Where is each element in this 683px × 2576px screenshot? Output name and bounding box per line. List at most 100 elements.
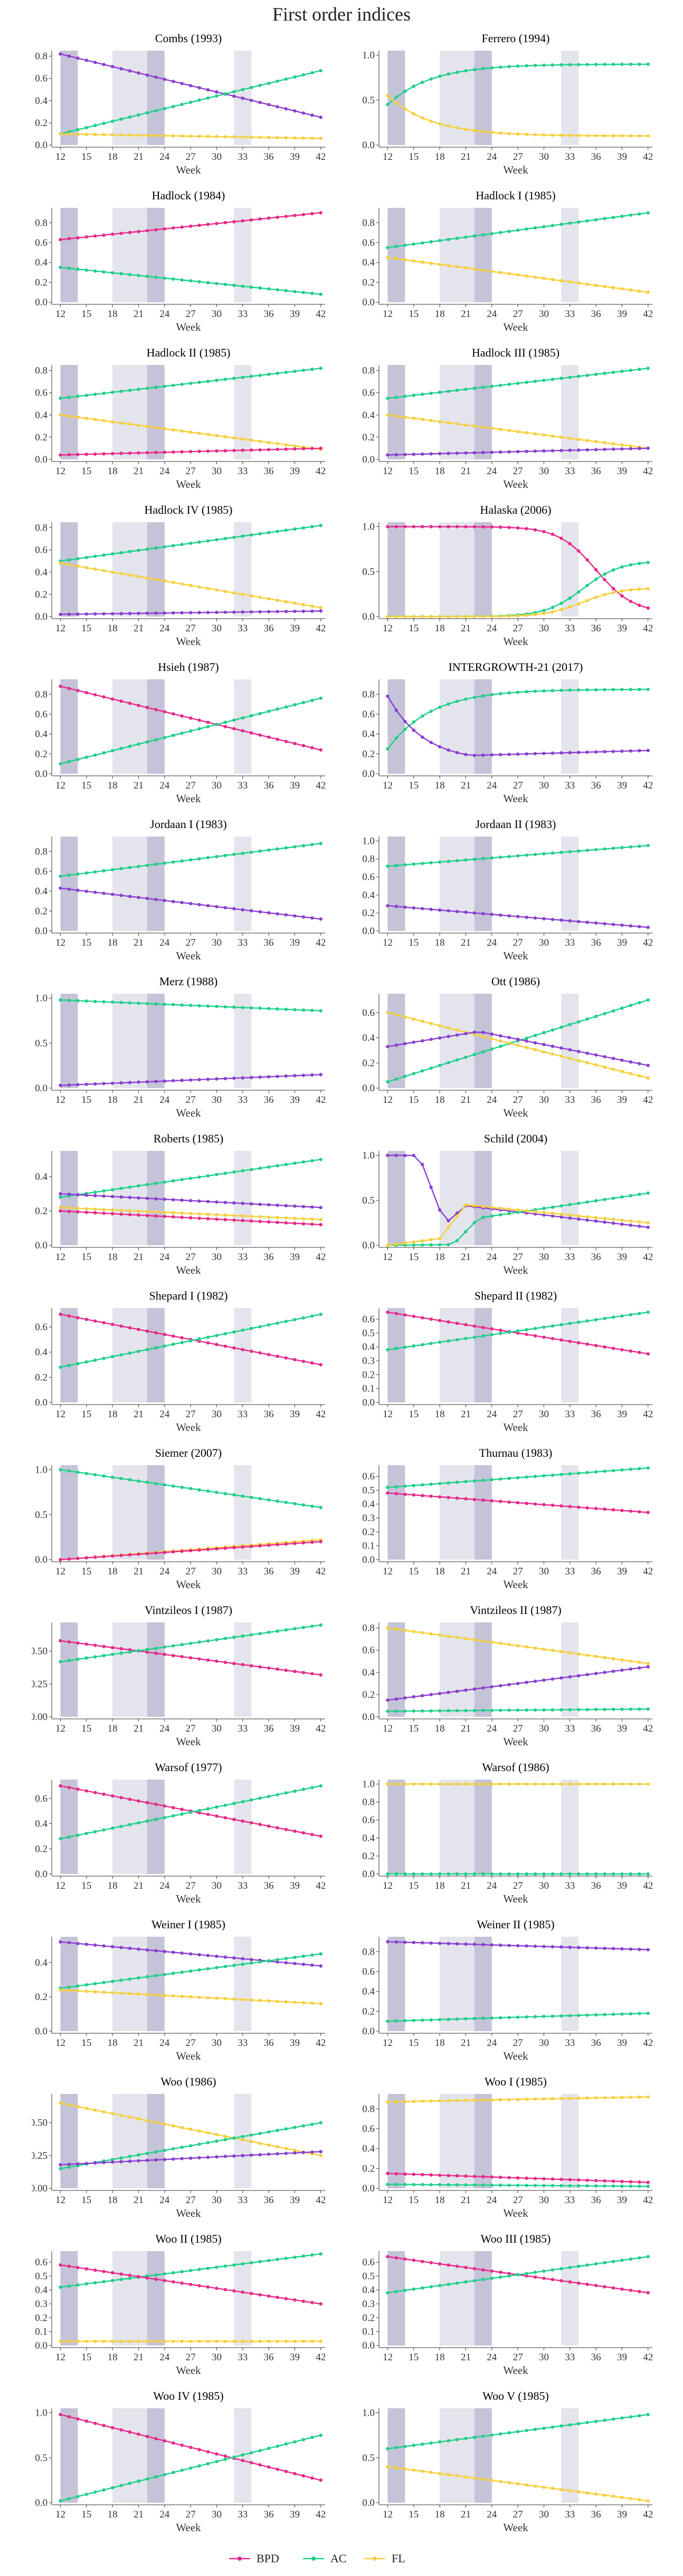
data-point [455,2474,459,2478]
data-point [516,1708,520,1712]
x-tick-label: 30 [539,2352,549,2363]
data-point [559,1708,563,1712]
data-point [93,123,97,128]
shaded-band [60,679,78,774]
chart-panel: Roberts (1985) 0.0 0.2 0.4 12 15 18 21 24 27 30 33 3… [32,1132,333,1282]
data-point [267,911,271,915]
data-point [464,451,468,455]
x-tick-label: 24 [487,780,497,791]
shaded-band [147,1308,165,1402]
data-point [223,449,227,453]
data-point [84,755,88,759]
data-point [559,2097,563,2100]
data-point [206,134,210,138]
data-point [84,1207,88,1210]
data-point [481,2183,485,2187]
data-point [620,369,624,373]
data-point [128,273,132,276]
data-point [455,2438,459,2442]
data-point [301,844,306,848]
data-point [284,1501,288,1504]
data-point [215,1005,219,1008]
y-tick-label: 0.0 [35,297,48,308]
data-point [276,371,279,375]
y-tick-label: 0.6 [362,2257,375,2268]
data-point [577,2013,581,2017]
x-tick-label: 33 [238,1723,248,1734]
y-tick-label: 0.2 [362,277,375,288]
data-point [172,1550,175,1554]
data-point [250,1202,253,1206]
y-tick-label: 0.4 [362,729,375,740]
data-point [620,594,624,598]
data-point [59,396,62,400]
data-point [102,2280,106,2284]
data-point [646,606,650,610]
data-point [638,1467,641,1470]
data-point [551,2097,555,2101]
data-point [403,1313,407,1317]
data-point [533,63,537,68]
data-point [490,450,494,454]
data-point [455,1239,459,1243]
data-point [481,1498,485,1502]
data-point [429,2285,433,2289]
x-tick-label: 42 [643,309,653,320]
data-point [137,2275,140,2279]
shaded-band [112,2408,147,2503]
data-point [232,1170,236,1174]
data-point [499,1708,502,1712]
data-point [197,1212,201,1216]
data-point [551,133,555,137]
data-point [638,1220,641,1224]
data-point [525,2015,528,2019]
panel-title: Woo I (1985) [485,2075,547,2088]
data-point [310,136,314,140]
data-point [310,843,314,847]
data-point [472,1782,477,1786]
data-point [76,2339,80,2343]
data-point [638,2498,641,2502]
x-tick-label: 21 [134,466,144,477]
data-point [594,134,598,138]
shaded-band [147,2408,165,2503]
data-point [447,237,450,242]
data-point [464,1229,468,1234]
data-point [154,1993,158,1997]
data-point [284,2297,288,2301]
data-point [403,2467,407,2471]
x-tick-label: 33 [238,1094,248,1106]
data-point [276,2152,279,2156]
data-point [585,1872,589,1876]
data-point [568,2280,572,2284]
data-point [646,1310,650,1314]
data-point [525,2176,528,2180]
data-point [533,432,537,436]
data-point [232,1330,236,1334]
data-point [507,614,511,618]
data-point [258,2131,262,2136]
data-point [611,587,615,591]
data-point [310,1672,314,1676]
x-tick-label: 30 [539,780,549,791]
data-point [611,568,615,572]
data-point [507,1476,511,1481]
data-point [421,614,424,619]
x-tick-label: 33 [238,937,248,948]
data-point [568,2265,572,2270]
data-point [206,1807,210,1811]
data-point [438,2284,442,2287]
data-point [110,1000,115,1004]
data-point [188,100,193,104]
data-point [638,1193,641,1196]
data-point [293,1161,297,1165]
data-point [110,892,115,896]
data-point [394,2466,399,2470]
data-point [137,424,140,427]
data-point [533,1210,537,1214]
data-point [188,1199,193,1203]
data-point [603,1055,606,1059]
data-point [551,1028,555,1032]
x-tick-label: 42 [316,1723,326,1734]
x-tick-label: 18 [108,1723,118,1734]
